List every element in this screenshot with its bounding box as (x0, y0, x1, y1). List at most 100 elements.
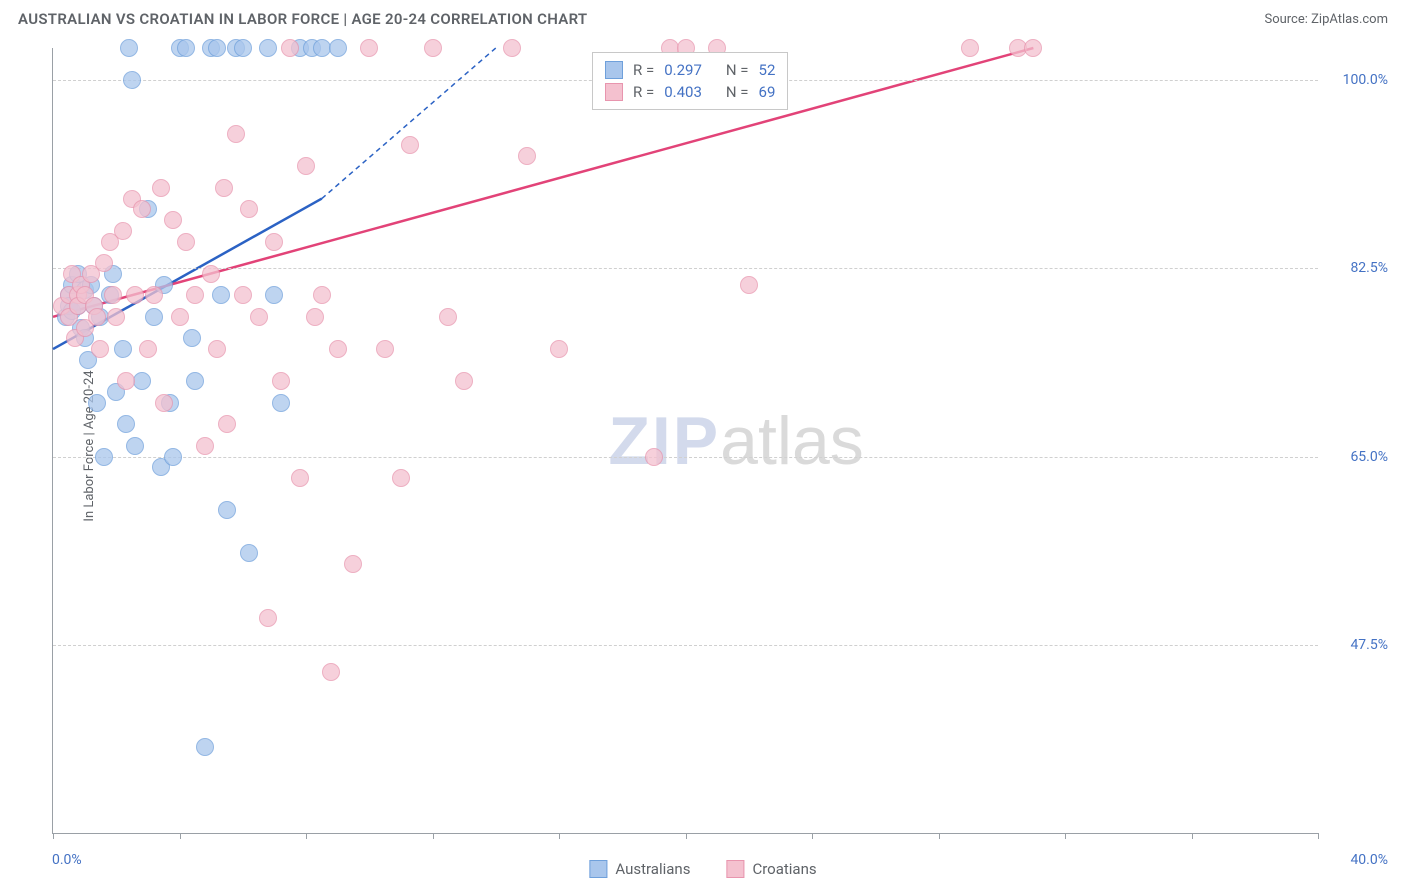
data-point (88, 308, 106, 326)
data-point (322, 663, 340, 681)
data-point (401, 136, 419, 154)
data-point (152, 179, 170, 197)
y-tick-label: 47.5% (1326, 637, 1388, 653)
watermark: ZIPatlas (608, 402, 863, 480)
series-legend: Australians Croatians (589, 860, 816, 878)
source-prefix: Source: (1264, 12, 1311, 27)
data-point (88, 394, 106, 412)
data-point (645, 448, 663, 466)
data-point (196, 738, 214, 756)
x-axis-max-label: 40.0% (1350, 852, 1388, 868)
trend-lines-svg (53, 48, 1318, 833)
correlation-legend: R = 0.297 N = 52 R = 0.403 N = 69 (592, 52, 788, 110)
data-point (259, 609, 277, 627)
data-point (740, 276, 758, 294)
data-point (392, 469, 410, 487)
chart-area: ZIPatlas 47.5%65.0%82.5%100.0% R = 0.297 N… (52, 48, 1388, 834)
data-point (272, 394, 290, 412)
source-link[interactable]: ZipAtlas.com (1311, 12, 1388, 27)
data-point (291, 469, 309, 487)
data-point (329, 340, 347, 358)
data-point (196, 437, 214, 455)
gridline-h (53, 268, 1318, 269)
data-point (133, 372, 151, 390)
x-tick (939, 833, 940, 839)
gridline-h (53, 457, 1318, 458)
x-tick (433, 833, 434, 839)
data-point (212, 286, 230, 304)
legend-row: R = 0.403 N = 69 (605, 81, 775, 103)
data-point (177, 39, 195, 57)
data-point (95, 448, 113, 466)
data-point (183, 329, 201, 347)
y-tick-label: 100.0% (1326, 72, 1388, 88)
data-point (265, 233, 283, 251)
data-point (306, 308, 324, 326)
data-point (95, 254, 113, 272)
trend-line (53, 48, 1033, 317)
data-point (114, 340, 132, 358)
legend-item: Australians (589, 860, 690, 878)
data-point (281, 39, 299, 57)
data-point (177, 233, 195, 251)
legend-series-label: Croatians (752, 860, 816, 878)
source-label: Source: ZipAtlas.com (1264, 12, 1388, 27)
data-point (126, 286, 144, 304)
x-axis-min-label: 0.0% (52, 852, 82, 868)
x-tick (812, 833, 813, 839)
data-point (518, 147, 536, 165)
data-point (218, 501, 236, 519)
plot-region: ZIPatlas 47.5%65.0%82.5%100.0% (52, 48, 1318, 834)
data-point (104, 286, 122, 304)
data-point (455, 372, 473, 390)
x-tick (1192, 833, 1193, 839)
data-point (107, 308, 125, 326)
data-point (503, 39, 521, 57)
legend-n-label: N = (726, 83, 749, 101)
y-tick-label: 65.0% (1326, 449, 1388, 465)
gridline-h (53, 645, 1318, 646)
x-tick (559, 833, 560, 839)
data-point (208, 39, 226, 57)
data-point (240, 200, 258, 218)
x-tick (1318, 833, 1319, 839)
data-point (250, 308, 268, 326)
data-point (227, 125, 245, 143)
data-point (139, 340, 157, 358)
data-point (171, 308, 189, 326)
data-point (961, 39, 979, 57)
data-point (272, 372, 290, 390)
data-point (376, 340, 394, 358)
legend-n-label: N = (726, 61, 749, 79)
trend-line-extrapolation (322, 48, 496, 199)
x-tick (1065, 833, 1066, 839)
data-point (126, 437, 144, 455)
legend-item: Croatians (726, 860, 816, 878)
legend-n-value: 69 (759, 83, 776, 101)
data-point (259, 39, 277, 57)
legend-r-value: 0.403 (664, 83, 702, 101)
data-point (145, 286, 163, 304)
chart-title: AUSTRALIAN VS CROATIAN IN LABOR FORCE | … (18, 10, 587, 28)
legend-r-label: R = (633, 83, 654, 101)
data-point (360, 39, 378, 57)
data-point (215, 179, 233, 197)
data-point (186, 372, 204, 390)
data-point (164, 448, 182, 466)
data-point (117, 372, 135, 390)
data-point (234, 286, 252, 304)
legend-n-value: 52 (759, 61, 776, 79)
data-point (313, 286, 331, 304)
legend-row: R =0.297N =52 (605, 59, 775, 81)
legend-r-value: 0.297 (664, 61, 702, 79)
legend-swatch (726, 860, 744, 878)
data-point (1024, 39, 1042, 57)
legend-swatch (605, 83, 623, 101)
x-tick (53, 833, 54, 839)
data-point (145, 308, 163, 326)
data-point (123, 71, 141, 89)
data-point (234, 39, 252, 57)
data-point (91, 340, 109, 358)
data-point (550, 340, 568, 358)
watermark-zip: ZIP (608, 403, 720, 479)
